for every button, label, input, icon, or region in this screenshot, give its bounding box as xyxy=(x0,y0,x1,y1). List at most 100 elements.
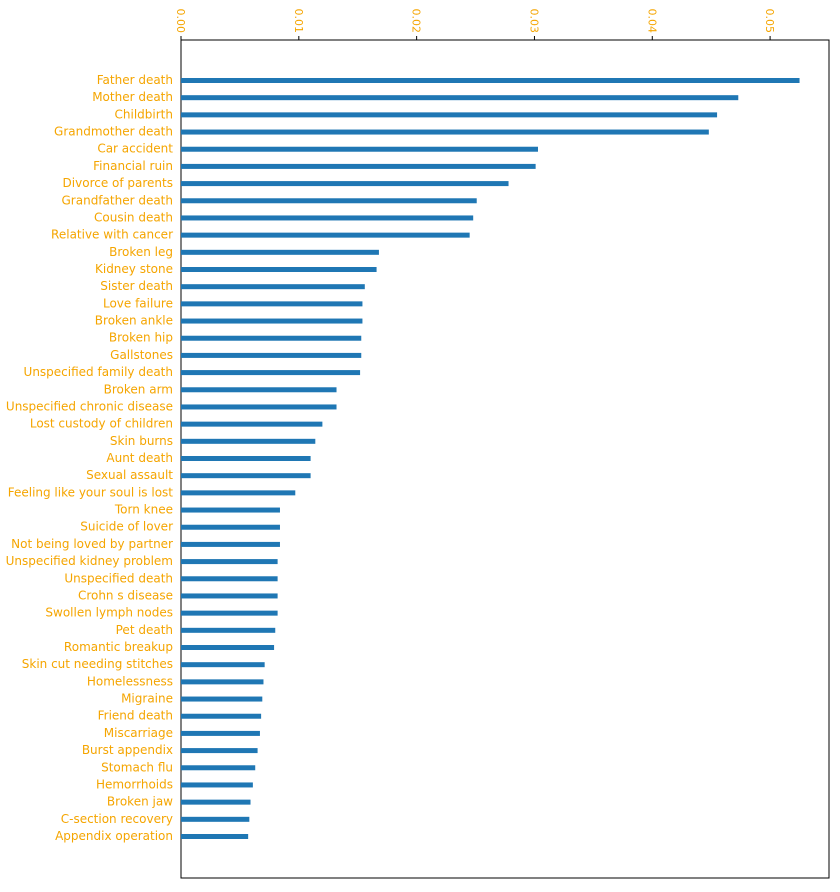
category-label: Lost custody of children xyxy=(30,417,173,431)
x-tick-label: 0.00 xyxy=(174,9,187,34)
bar xyxy=(181,404,337,410)
category-label: C-section recovery xyxy=(61,812,173,826)
category-label: Aunt death xyxy=(106,451,173,465)
category-label: Appendix operation xyxy=(55,829,173,843)
category-label: Broken leg xyxy=(109,245,173,259)
category-label: Pet death xyxy=(116,623,173,637)
category-label: Skin burns xyxy=(110,434,173,448)
category-label: Swollen lymph nodes xyxy=(45,606,173,620)
category-label: Broken arm xyxy=(104,382,173,396)
x-tick-label: 0.01 xyxy=(292,9,305,34)
bar xyxy=(181,129,709,135)
bar xyxy=(181,576,278,582)
bar xyxy=(181,78,800,83)
category-label: Gallstones xyxy=(110,348,173,362)
category-label: Burst appendix xyxy=(82,743,173,757)
category-label: Feeling like your soul is lost xyxy=(8,485,174,499)
category-label: Grandfather death xyxy=(62,193,174,207)
category-label: Romantic breakup xyxy=(64,640,173,654)
category-label: Unspecified chronic disease xyxy=(6,399,173,413)
bar xyxy=(181,370,361,376)
x-tick-label: 0.03 xyxy=(527,9,540,34)
x-tick-label: 0.05 xyxy=(763,9,776,34)
bar xyxy=(181,662,265,668)
category-label: Not being loved by partner xyxy=(11,537,173,551)
bar xyxy=(181,473,311,479)
category-label: Migraine xyxy=(121,692,173,706)
bar xyxy=(181,318,363,324)
bar xyxy=(181,748,258,754)
category-label: Miscarriage xyxy=(104,726,173,740)
category-label: Financial ruin xyxy=(93,159,173,173)
bar xyxy=(181,387,337,393)
category-labels: Father death Mother death Childbirth Grandm… xyxy=(6,73,174,843)
category-label: Car accident xyxy=(97,142,173,156)
bar xyxy=(181,816,250,822)
x-tick-label: 0.04 xyxy=(645,9,658,34)
category-label: Cousin death xyxy=(94,210,173,224)
category-label: Unspecified family death xyxy=(24,365,173,379)
category-label: Relative with cancer xyxy=(51,228,173,242)
category-label: Unspecified death xyxy=(64,571,173,585)
bar xyxy=(181,335,362,341)
category-label: Broken hip xyxy=(109,331,173,345)
bar xyxy=(181,524,280,530)
bar xyxy=(181,438,316,444)
bar xyxy=(181,163,536,169)
category-label: Love failure xyxy=(103,296,173,310)
bar xyxy=(181,232,470,238)
bar xyxy=(181,559,278,565)
category-label: Hemorrhoids xyxy=(96,777,173,791)
category-label: Crohn s disease xyxy=(78,588,173,602)
category-label: Torn knee xyxy=(114,503,173,517)
category-label: Mother death xyxy=(92,90,173,104)
bar xyxy=(181,799,251,805)
bar xyxy=(181,181,509,187)
category-label: Friend death xyxy=(98,709,173,723)
category-label: Childbirth xyxy=(115,107,173,121)
category-label: Suicide of lover xyxy=(80,520,173,534)
bar xyxy=(181,765,256,771)
bar xyxy=(181,713,262,719)
category-label: Grandmother death xyxy=(54,125,173,139)
category-label: Skin cut needing stitches xyxy=(22,657,173,671)
x-axis-ticks: 0.00 0.01 0.02 0.03 0.04 0.05 xyxy=(174,9,776,40)
category-label: Father death xyxy=(97,73,173,87)
bars xyxy=(181,78,800,839)
bar xyxy=(181,301,363,307)
category-label: Sexual assault xyxy=(86,468,173,482)
category-label: Divorce of parents xyxy=(63,176,173,190)
bar xyxy=(181,679,264,685)
category-label: Sister death xyxy=(100,279,173,293)
bar xyxy=(181,610,278,616)
bar xyxy=(181,782,253,788)
category-label: Homelessness xyxy=(87,674,173,688)
category-label: Unspecified kidney problem xyxy=(6,554,173,568)
bar xyxy=(181,627,276,633)
category-label: Broken jaw xyxy=(107,795,173,809)
bar xyxy=(181,95,739,101)
bar xyxy=(181,284,365,290)
bar xyxy=(181,456,311,461)
bar xyxy=(181,730,260,736)
bar xyxy=(181,834,249,839)
bar xyxy=(181,490,296,496)
bar xyxy=(181,267,377,272)
bar xyxy=(181,421,323,427)
bar xyxy=(181,352,362,358)
x-tick-label: 0.02 xyxy=(410,9,423,34)
category-label: Kidney stone xyxy=(95,262,173,276)
bar xyxy=(181,593,278,599)
bar xyxy=(181,645,275,650)
bar xyxy=(181,198,477,204)
bar xyxy=(181,507,280,513)
bar xyxy=(181,541,280,547)
bar xyxy=(181,249,379,255)
category-label: Stomach flu xyxy=(101,760,173,774)
bar xyxy=(181,112,718,118)
category-label: Broken ankle xyxy=(95,314,173,328)
bar xyxy=(181,215,474,221)
bar xyxy=(181,696,263,702)
